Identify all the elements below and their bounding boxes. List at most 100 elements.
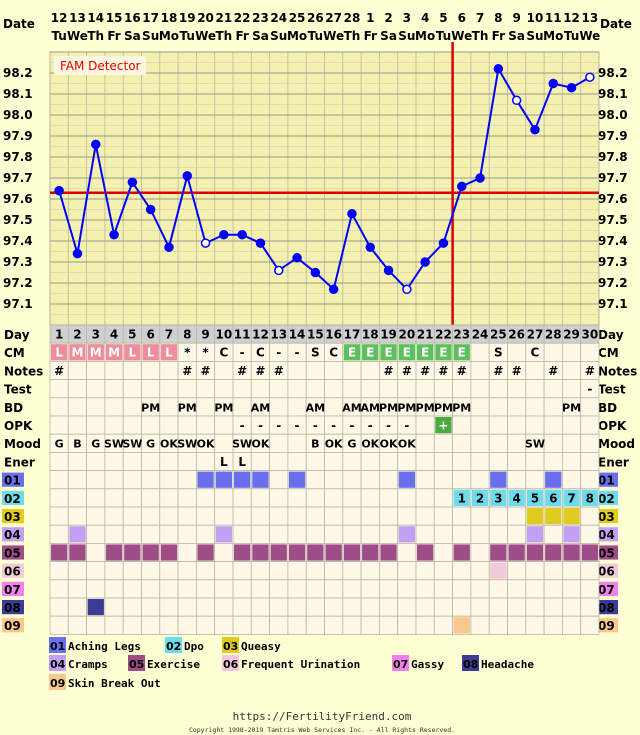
- cell: [122, 506, 142, 526]
- symptom-fill: [69, 526, 86, 543]
- temperature-point: [91, 139, 101, 150]
- cell: [287, 451, 307, 471]
- date-27: 10: [527, 11, 544, 25]
- cell: [287, 579, 307, 599]
- cell: [122, 470, 142, 490]
- cell: [141, 451, 161, 471]
- cell: [397, 379, 417, 399]
- cell: [250, 524, 271, 544]
- mood-cell: G: [91, 438, 100, 451]
- row-label-swatch-left: [2, 600, 24, 615]
- cm-cell: L: [55, 346, 63, 360]
- cell: [397, 597, 417, 617]
- date-18: 1: [366, 11, 374, 25]
- cell: [452, 379, 472, 399]
- cm-cell: S: [494, 346, 503, 360]
- cell: [269, 524, 289, 544]
- cell: [562, 433, 582, 453]
- day-cell: 6: [146, 328, 154, 342]
- dpo-cell: 6: [549, 491, 557, 505]
- footer-url[interactable]: https://FertilityFriend.com: [233, 710, 412, 723]
- cell: [49, 379, 69, 399]
- cell: [86, 397, 106, 417]
- date-10: 21: [215, 11, 232, 25]
- bd-cell: PM: [562, 401, 581, 414]
- y-tick-right: 97.6: [598, 192, 628, 206]
- temperature-point: [585, 72, 595, 82]
- cell: [580, 579, 600, 599]
- cell: [177, 597, 197, 617]
- cell: [86, 615, 106, 635]
- weekday-16: We: [323, 29, 344, 43]
- cell: [67, 615, 88, 635]
- temperature-point: [237, 229, 247, 240]
- symptom-legend: 01 Aching Legs 02 Dpo 03 Queasy 04 Cramps 05 Exer…: [49, 637, 534, 690]
- cell: [470, 342, 490, 362]
- opk-positive-fill: [435, 417, 452, 434]
- date-9: 20: [197, 11, 214, 25]
- symptom-fill: [105, 544, 123, 561]
- row-label-left: 01: [4, 474, 21, 488]
- symptom-fill: [545, 471, 562, 488]
- cm-cell: C: [531, 346, 540, 360]
- cell: [415, 433, 435, 453]
- bd-cell: AM: [342, 401, 361, 414]
- cell: [141, 415, 161, 435]
- symptom-fill: [545, 489, 562, 506]
- legend-swatch-07: [392, 655, 409, 671]
- cell: [488, 397, 508, 417]
- cell: [324, 506, 344, 526]
- cell: [159, 506, 179, 526]
- bd-cell: AM: [251, 401, 270, 414]
- cell: [86, 470, 106, 490]
- opk-cell: -: [386, 419, 391, 433]
- date-16: 27: [325, 11, 342, 25]
- mood-cell: SW: [104, 438, 124, 451]
- legend-text-08: Headache: [481, 658, 534, 671]
- cell: [580, 451, 600, 471]
- cell: [287, 524, 307, 544]
- legend-code-07: 07: [393, 658, 408, 671]
- cell: [250, 506, 271, 526]
- row-label-right: Test: [598, 383, 626, 397]
- bd-cell: PM: [178, 401, 197, 414]
- cell: [507, 506, 527, 526]
- date-25: 8: [494, 11, 502, 25]
- cell: [525, 597, 545, 617]
- symptom-fill: [288, 544, 306, 561]
- notes-cell: #: [237, 364, 247, 378]
- row-label-swatch-left: [2, 581, 24, 596]
- cell: [49, 615, 69, 635]
- cell: [525, 360, 545, 380]
- cell: [378, 488, 399, 508]
- y-tick-right: 97.7: [598, 171, 628, 185]
- cell: [562, 415, 582, 435]
- weekday-28: Mo: [543, 29, 563, 43]
- test-cell: -: [587, 382, 592, 396]
- symptom-fill: [124, 544, 141, 561]
- cell: [49, 470, 69, 490]
- cell: [177, 579, 197, 599]
- cell: [177, 506, 197, 526]
- cell: [543, 397, 563, 417]
- day-cell: 5: [128, 328, 136, 342]
- symptom-fill: [526, 489, 544, 506]
- date-label-left: Date: [3, 17, 35, 31]
- cell: [67, 470, 88, 490]
- cell: [305, 488, 325, 508]
- symptom-fill: [508, 489, 525, 506]
- cell: [232, 488, 252, 508]
- legend-code-06: 06: [223, 658, 239, 671]
- legend-code-01: 01: [50, 640, 65, 653]
- cm-cell: S: [311, 346, 320, 360]
- symptom-fill: [252, 471, 269, 488]
- cell: [342, 470, 362, 490]
- day-cell: 16: [325, 328, 342, 342]
- cm-cell-fill: [398, 344, 415, 361]
- date-2: 13: [69, 11, 86, 25]
- cell: [195, 579, 216, 599]
- cell: [324, 561, 344, 581]
- cell: [122, 579, 142, 599]
- cell: [433, 451, 453, 471]
- temperature-point: [402, 284, 412, 295]
